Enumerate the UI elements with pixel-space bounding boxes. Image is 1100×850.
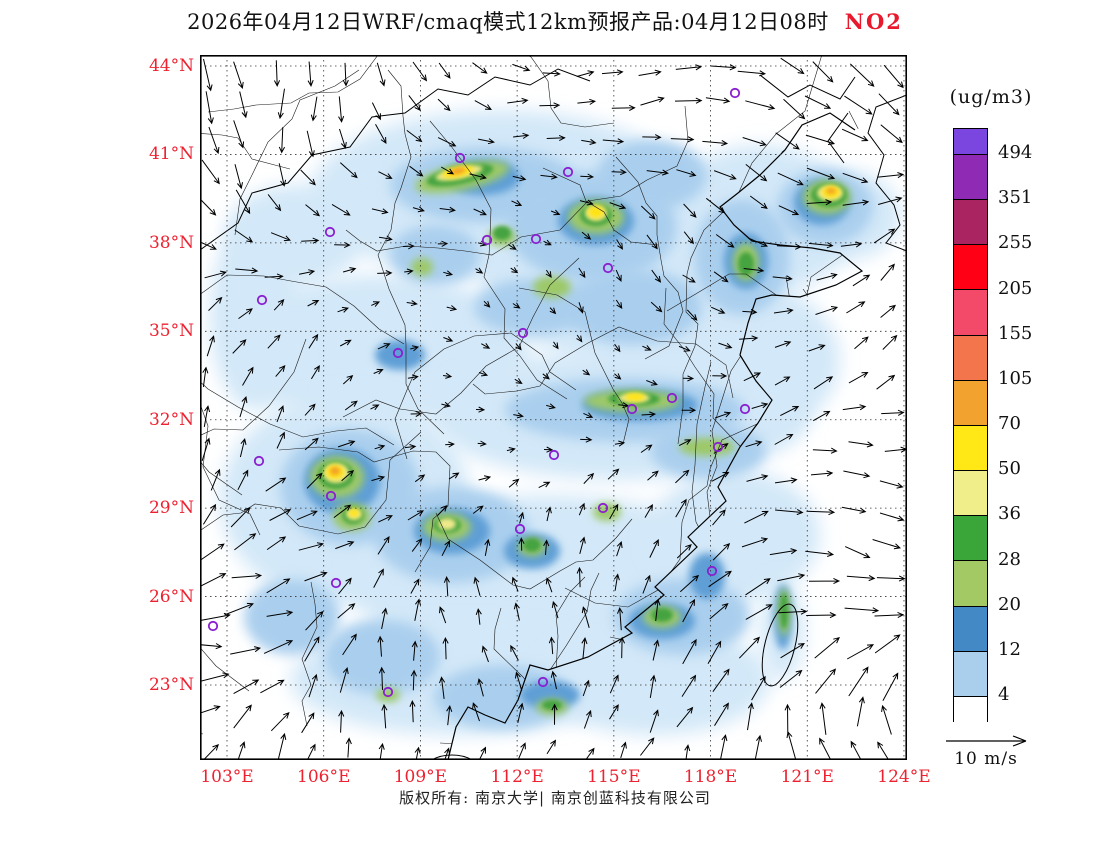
colorbar-value: 155 — [998, 322, 1033, 344]
colorbar-block — [954, 560, 987, 606]
lat-label: 41°N — [148, 144, 194, 165]
colorbar-block — [954, 650, 987, 696]
copyright-text: 版权所有: 南京大学| 南京创蓝科技有限公司 — [399, 789, 711, 807]
city-marker — [253, 455, 265, 467]
map-plot-area — [199, 55, 908, 800]
lon-label: 112°E — [490, 767, 544, 787]
city-marker — [537, 676, 549, 688]
colorbar-block — [954, 289, 987, 335]
colorbar-value: 28 — [998, 548, 1021, 570]
taiwan-island-outline — [761, 603, 799, 687]
lat-label: 26°N — [148, 586, 194, 607]
colorbar-value: 20 — [998, 593, 1021, 615]
title-species-label: NO2 — [844, 9, 903, 34]
colorbar-block — [954, 515, 987, 561]
city-marker — [514, 523, 526, 535]
title-text: 2026年04月12日WRF/cmaq模式12km预报产品:04月12日08时 — [187, 10, 829, 34]
city-marker — [481, 234, 493, 246]
map-canvas — [199, 55, 908, 800]
lon-label: 103°E — [200, 767, 254, 787]
lon-label: 109°E — [393, 767, 448, 787]
city-marker — [392, 347, 404, 359]
lon-label: 115°E — [587, 767, 641, 787]
lon-label: 124°E — [877, 767, 931, 787]
wind-scale: 10 m/s — [932, 731, 1040, 769]
colorbar-block — [954, 695, 987, 723]
city-marker — [330, 577, 342, 589]
colorbar-value: 70 — [998, 413, 1021, 435]
lon-label: 106°E — [297, 767, 351, 787]
city-marker — [706, 565, 718, 577]
lat-label: 38°N — [148, 232, 194, 253]
page-title: 2026年04月12日WRF/cmaq模式12km预报产品:04月12日08时 N… — [0, 6, 1090, 36]
lat-label: 35°N — [148, 321, 194, 342]
colorbar-value: 50 — [998, 458, 1021, 480]
city-marker — [517, 327, 529, 339]
coastline — [447, 112, 864, 761]
colorbar-value: 494 — [998, 142, 1033, 163]
colorbar-value: 351 — [998, 187, 1033, 209]
wind-scale-arrow-icon — [946, 735, 1027, 747]
colorbar-block — [954, 334, 987, 380]
city-marker — [626, 403, 638, 415]
city-marker — [256, 294, 268, 306]
colorbar-block — [954, 199, 987, 245]
colorbar-value: 36 — [998, 503, 1021, 525]
colorbar-value: 12 — [998, 638, 1021, 660]
city-marker — [712, 441, 724, 453]
city-marker — [548, 449, 560, 461]
colorbar — [953, 128, 988, 723]
colorbar-block — [954, 424, 987, 471]
colorbar-block — [954, 154, 987, 200]
colorbar-block — [954, 379, 987, 425]
wind-scale-label: 10 m/s — [954, 749, 1018, 769]
colorbar-value: 105 — [998, 367, 1033, 389]
colorbar-block — [954, 244, 987, 290]
lon-label: 121°E — [780, 767, 834, 787]
colorbar-block — [954, 129, 987, 154]
city-marker — [562, 166, 574, 178]
map-frame — [200, 55, 908, 761]
city-marker — [382, 686, 394, 698]
legend-unit-label: (ug/m3) — [949, 86, 1033, 108]
city-marker — [666, 392, 678, 404]
colorbar-block — [954, 605, 987, 651]
lat-label: 32°N — [148, 409, 194, 430]
lat-label: 29°N — [148, 498, 194, 519]
city-marker — [739, 403, 751, 415]
lat-label: 23°N — [148, 675, 194, 695]
city-marker — [530, 233, 542, 245]
lat-label: 44°N — [148, 56, 194, 76]
city-marker — [602, 262, 614, 274]
city-marker — [729, 87, 741, 99]
concentration-field — [210, 110, 900, 735]
city-marker — [597, 502, 609, 514]
lon-label: 118°E — [683, 767, 738, 787]
city-marker — [454, 152, 466, 164]
wind-vectors — [200, 57, 907, 760]
colorbar-block — [954, 470, 987, 516]
city-marker — [324, 226, 336, 238]
colorbar-value: 4 — [998, 684, 1010, 706]
city-marker — [325, 490, 337, 502]
colorbar-value: 255 — [998, 232, 1033, 254]
city-marker — [207, 620, 219, 632]
colorbar-value: 205 — [998, 277, 1033, 299]
